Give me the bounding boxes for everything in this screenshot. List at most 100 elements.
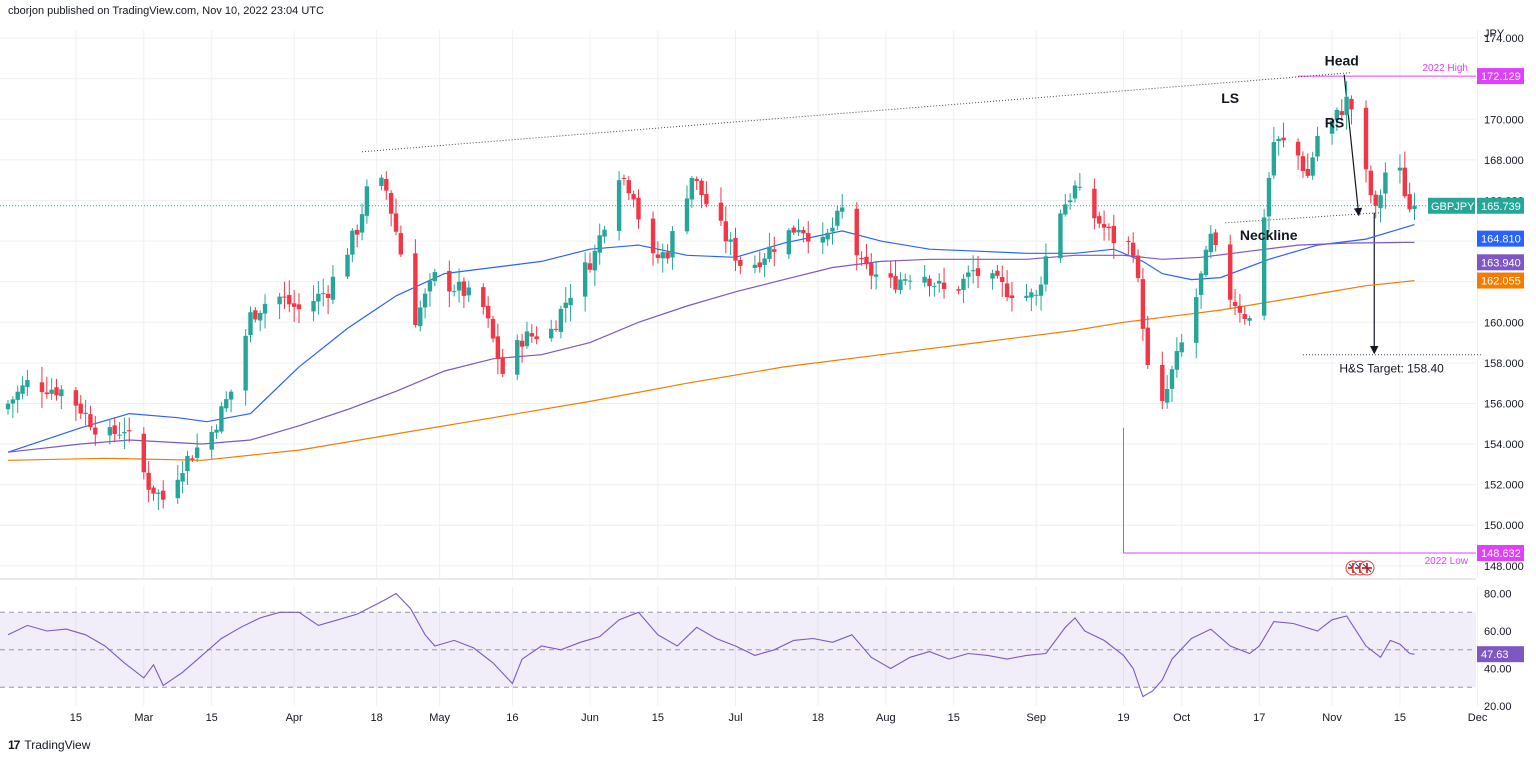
candle-body [1077, 186, 1083, 188]
candle-body [461, 281, 467, 296]
rsi-tick-label: 40.00 [1484, 664, 1512, 676]
candle-body [898, 279, 903, 290]
currency-label: JPY [1484, 28, 1505, 40]
symbol-tag [1428, 197, 1475, 214]
candle-body [626, 180, 631, 194]
candle-body [330, 276, 336, 300]
tradingview-footer[interactable]: 17 TradingView [8, 738, 90, 752]
rsi-series [7, 592, 1415, 698]
candle-body [704, 194, 709, 205]
candle-body [1164, 389, 1170, 403]
candle-body [495, 336, 501, 360]
candle-body [534, 336, 539, 340]
candle-body [209, 431, 214, 450]
candle-body [762, 258, 767, 265]
price-tick-label: 150.000 [1484, 520, 1524, 532]
candle-body [1315, 135, 1320, 157]
neckline [1225, 212, 1381, 224]
candle-body [1179, 342, 1184, 353]
candle-body [786, 230, 792, 255]
candle-body [398, 233, 404, 255]
price-grid [0, 30, 1479, 578]
candle-body [1106, 226, 1112, 229]
candle-body [1232, 302, 1238, 306]
time-tick-label: Dec [1468, 712, 1488, 724]
candle-body [481, 287, 486, 308]
candle-body [364, 186, 370, 216]
rsi-tick-label: 20.00 [1484, 701, 1512, 713]
candle-body [631, 194, 636, 200]
candle-body [859, 257, 864, 260]
candle-body [907, 280, 913, 282]
high-label: 2022 High [1422, 63, 1468, 74]
candle-body [485, 305, 491, 319]
candle-body [1135, 255, 1141, 279]
candle-body [1344, 96, 1349, 116]
candle-body [258, 312, 263, 321]
low-label: 2022 Low [1425, 556, 1469, 567]
time-tick-label: 18 [812, 712, 824, 724]
left-shoulder-label: LS [1221, 90, 1239, 106]
candle-body [927, 278, 932, 287]
candle-body [325, 293, 331, 298]
candle-body [820, 236, 825, 243]
rsi-axis[interactable]: 20.00 40.00 60.00 80.00 [1484, 589, 1512, 714]
time-tick-label: Jul [728, 712, 742, 724]
candle-body [93, 427, 98, 435]
time-tick-label: Nov [1322, 712, 1342, 724]
candle-body [214, 429, 219, 433]
candle-body [1242, 314, 1247, 319]
candle-body [1281, 137, 1286, 141]
candle-body [970, 270, 976, 272]
candle-body [1140, 279, 1146, 329]
time-axis[interactable]: 15 Mar 15 Apr 18 May 16 Jun 15 Jul 18 Aug 15 Sep 19 Oct… [70, 712, 1488, 724]
price-axis[interactable]: 148.000 150.000 152.000 154.000 156.000 158.0… [1484, 28, 1524, 573]
price-tag-value: 165.739 [1481, 201, 1521, 213]
candle-body [1038, 284, 1044, 296]
price-tag-sma20 [1477, 230, 1524, 247]
candle-body [379, 177, 384, 186]
candle-body [1271, 142, 1277, 176]
candle-body [1276, 138, 1281, 142]
price-tick-label: 168.000 [1484, 155, 1524, 167]
right-shoulder-label: RS [1325, 114, 1344, 130]
candle-body [738, 259, 743, 266]
candle-body [519, 340, 525, 347]
time-tick-label: Aug [876, 712, 896, 724]
event-flags[interactable] [1345, 560, 1375, 576]
time-tick-label: 15 [948, 712, 960, 724]
candle-body [670, 231, 675, 258]
price-tag-sma200 [1477, 272, 1524, 289]
candle-body [224, 399, 229, 409]
price-tag-value: 148.632 [1481, 548, 1521, 560]
candle-body [553, 328, 559, 330]
candle-body [25, 380, 30, 388]
candle-body [291, 303, 297, 307]
candle-body [801, 229, 806, 234]
candle-body [39, 382, 45, 393]
price-tick-label: 152.000 [1484, 480, 1524, 492]
candle-body [1349, 98, 1354, 110]
candle-body [1024, 295, 1029, 298]
candle-body [650, 218, 656, 254]
candle-body [937, 280, 942, 284]
candle-body [791, 227, 796, 233]
candle-body [59, 389, 64, 397]
candle-body [282, 296, 287, 298]
price-tick-label: 156.000 [1484, 398, 1524, 410]
candle-body [1043, 256, 1049, 285]
price-tick-label: 174.000 [1484, 33, 1524, 45]
candle-body [296, 304, 302, 310]
candle-body [1213, 232, 1218, 246]
candle-body [321, 293, 326, 295]
time-tick-label: Oct [1173, 712, 1190, 724]
candle-body [825, 232, 830, 240]
candle-body [587, 263, 593, 270]
time-tick-label: 17 [1253, 712, 1265, 724]
candle-body [1034, 294, 1039, 296]
publisher-header: cborjon published on TradingView.com, No… [8, 5, 324, 17]
candle-body [1063, 204, 1068, 215]
candle-body [54, 387, 59, 396]
price-tick-label: 170.000 [1484, 114, 1524, 126]
